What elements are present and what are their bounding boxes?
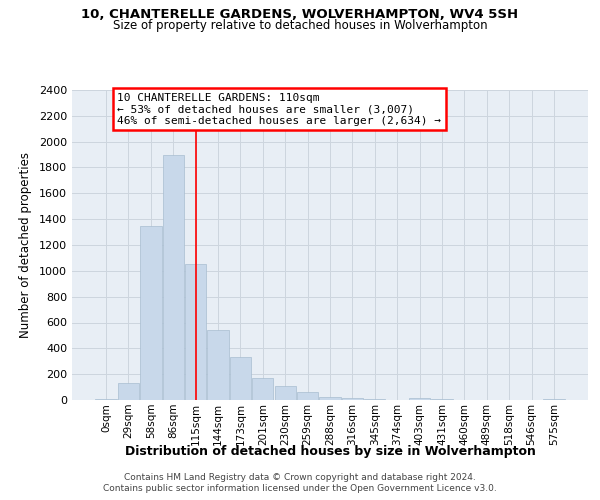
Y-axis label: Number of detached properties: Number of detached properties bbox=[19, 152, 32, 338]
Text: Contains HM Land Registry data © Crown copyright and database right 2024.: Contains HM Land Registry data © Crown c… bbox=[124, 472, 476, 482]
Bar bbox=[409, 398, 430, 400]
Bar bbox=[297, 392, 318, 400]
Text: 10, CHANTERELLE GARDENS, WOLVERHAMPTON, WV4 5SH: 10, CHANTERELLE GARDENS, WOLVERHAMPTON, … bbox=[82, 8, 518, 20]
Bar bbox=[230, 358, 251, 400]
Bar bbox=[118, 383, 139, 400]
Bar bbox=[185, 264, 206, 400]
Bar bbox=[95, 398, 117, 400]
Bar bbox=[208, 330, 229, 400]
Text: Contains public sector information licensed under the Open Government Licence v3: Contains public sector information licen… bbox=[103, 484, 497, 493]
Bar bbox=[140, 226, 161, 400]
Bar bbox=[342, 398, 363, 400]
Bar bbox=[163, 154, 184, 400]
Bar bbox=[319, 398, 341, 400]
Bar bbox=[252, 378, 274, 400]
Text: Distribution of detached houses by size in Wolverhampton: Distribution of detached houses by size … bbox=[125, 445, 535, 458]
Text: 10 CHANTERELLE GARDENS: 110sqm
← 53% of detached houses are smaller (3,007)
46% : 10 CHANTERELLE GARDENS: 110sqm ← 53% of … bbox=[117, 92, 441, 126]
Text: Size of property relative to detached houses in Wolverhampton: Size of property relative to detached ho… bbox=[113, 19, 487, 32]
Bar bbox=[275, 386, 296, 400]
Bar bbox=[543, 398, 565, 400]
